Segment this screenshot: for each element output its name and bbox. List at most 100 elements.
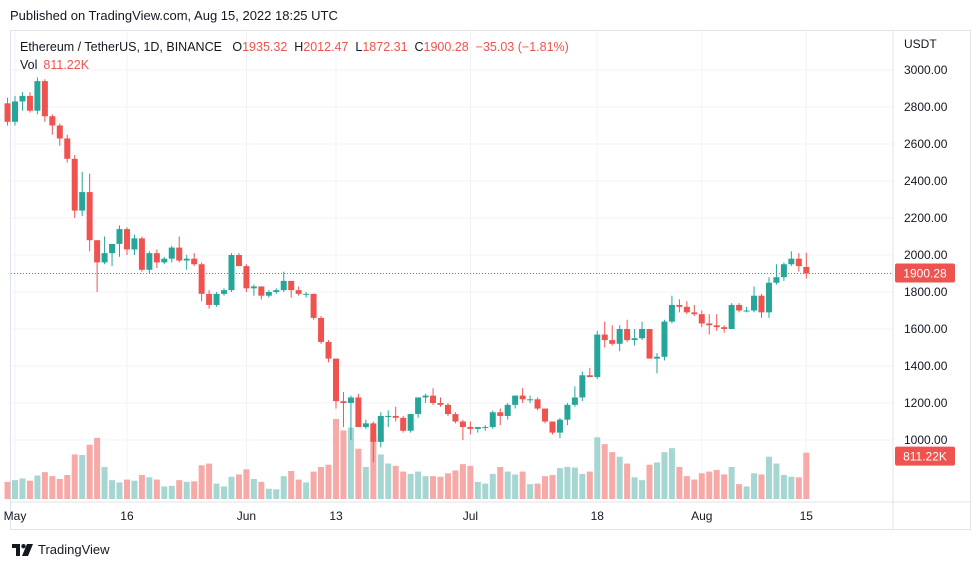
- candle-body: [549, 421, 556, 433]
- volume-bar: [601, 444, 608, 499]
- price-tick-label: 2600.00: [904, 137, 948, 151]
- date-tick-label: 13: [329, 509, 343, 523]
- candle-body: [235, 255, 242, 267]
- candle-body: [579, 375, 586, 398]
- close-value: 1900.28: [423, 40, 469, 54]
- volume-bar: [250, 479, 257, 499]
- volume-bar: [235, 474, 242, 499]
- last-volume-marker: [895, 446, 955, 466]
- volume-bar: [325, 464, 332, 499]
- date-tick-label: Jun: [237, 509, 256, 523]
- high-value: 2012.47: [303, 40, 349, 54]
- volume-bar: [183, 481, 190, 499]
- volume-bar: [564, 467, 571, 499]
- candle-body: [609, 340, 616, 344]
- volume-bar: [803, 452, 810, 499]
- volume-bar: [430, 476, 437, 499]
- volume-bar: [624, 463, 631, 499]
- candle-body: [265, 292, 272, 296]
- date-tick-label: 18: [591, 509, 605, 523]
- candle-body: [504, 404, 511, 416]
- candle-body: [273, 290, 280, 292]
- candle-body: [385, 415, 392, 417]
- candle-body: [213, 293, 220, 305]
- volume-bar: [153, 479, 160, 499]
- volume-bar: [422, 476, 429, 499]
- price-tick-label: 1600.00: [904, 322, 948, 336]
- candle-body: [56, 125, 63, 139]
- volume-bar: [265, 488, 272, 499]
- volume-bar: [549, 475, 556, 499]
- volume-bar: [295, 479, 302, 499]
- candle-body: [430, 395, 437, 403]
- volume-bar: [780, 475, 787, 499]
- tradingview-logo-icon: [12, 543, 33, 556]
- price-tick-label: 3000.00: [904, 63, 948, 77]
- volume-bar: [310, 471, 317, 499]
- high-label: H: [294, 40, 304, 54]
- candle-body: [497, 412, 504, 416]
- candle-body: [452, 414, 459, 422]
- candle-body: [161, 258, 168, 263]
- candle-body: [340, 401, 347, 403]
- volume-bar: [243, 469, 250, 499]
- price-tick-label: 2000.00: [904, 248, 948, 262]
- volume-bar: [721, 474, 728, 499]
- candle-body: [310, 293, 317, 318]
- volume-bar: [49, 476, 56, 499]
- volume-bar: [459, 464, 466, 499]
- volume-bar: [534, 483, 541, 499]
- candle-body: [183, 258, 190, 261]
- chart-frame: [10, 30, 971, 530]
- volume-bar: [795, 477, 802, 499]
- candle-body: [586, 375, 593, 378]
- candle-body: [534, 399, 541, 409]
- volume-bar: [362, 467, 369, 499]
- date-tick-label: 16: [120, 509, 134, 523]
- candle-body: [489, 412, 496, 428]
- candle-body: [780, 264, 787, 278]
- footer-brand[interactable]: TradingView: [12, 542, 110, 557]
- volume-bar: [228, 476, 235, 499]
- volume-bar: [519, 471, 526, 499]
- candle-body: [101, 253, 108, 263]
- candle-body: [467, 427, 474, 429]
- candle-body: [41, 81, 48, 117]
- volume-bar: [751, 473, 758, 499]
- volume-bar: [258, 481, 265, 499]
- volume-bar: [556, 468, 563, 499]
- candle-body: [362, 423, 369, 428]
- time-axis: May 16 Jun 13 Jul 18 Aug 15: [4, 509, 814, 523]
- volume-bar: [56, 479, 63, 499]
- volume-bar: [161, 486, 168, 499]
- volume-bar: [303, 482, 310, 499]
- date-tick-label: 15: [800, 509, 814, 523]
- volume-bar: [280, 476, 287, 499]
- price-tick-label: 1200.00: [904, 396, 948, 410]
- candle-body: [422, 395, 429, 398]
- candle-body: [594, 334, 601, 378]
- candle-body: [437, 403, 444, 405]
- candle-body: [131, 238, 138, 250]
- open-label: O: [232, 40, 243, 54]
- volume-bar: [691, 479, 698, 499]
- volume-bars: [4, 419, 810, 499]
- candle-body: [713, 325, 720, 328]
- price-tick-label: 2400.00: [904, 174, 948, 188]
- volume-bar: [146, 477, 153, 499]
- volume-bar: [713, 469, 720, 499]
- price-markers: 1900.28 811.22K: [895, 263, 955, 466]
- volume-bar: [736, 484, 743, 499]
- volume-bar: [609, 452, 616, 499]
- change-value: −35.03 (−1.81%): [475, 40, 569, 54]
- volume-bar: [4, 481, 11, 499]
- volume-bar: [191, 481, 198, 499]
- candle-body: [721, 327, 728, 329]
- volume-bar: [347, 427, 354, 499]
- candle-body: [736, 304, 743, 311]
- low-value: 1872.31: [362, 40, 408, 54]
- volume-bar: [385, 463, 392, 499]
- volume-bar: [437, 476, 444, 499]
- candle-body: [191, 258, 198, 265]
